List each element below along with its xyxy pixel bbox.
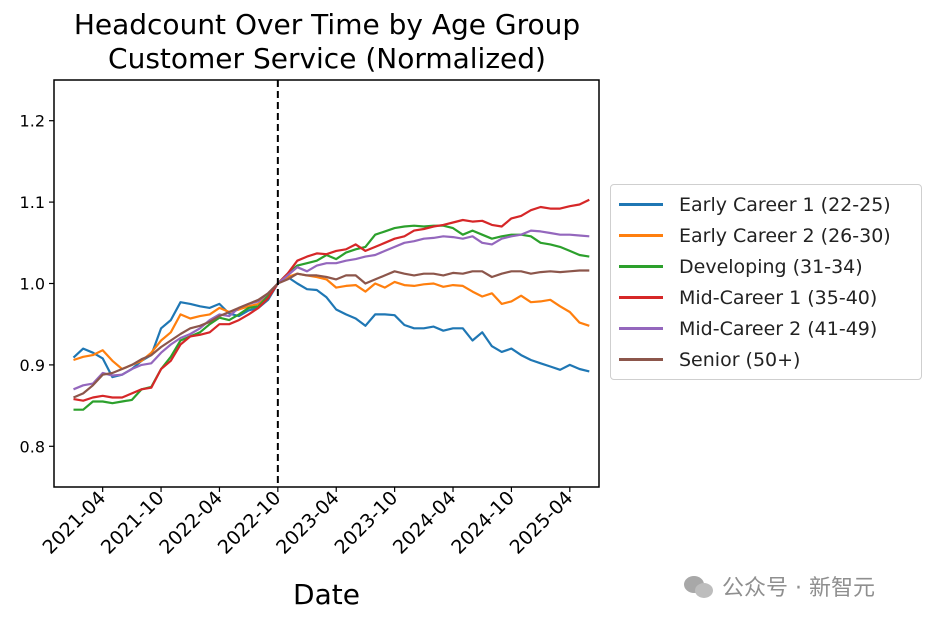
series-line-6 [73,269,590,399]
legend-label: Mid-Career 2 (41-49) [679,317,878,340]
legend-item: Mid-Career 1 (35-40) [619,282,877,313]
x-tick-label: 2024-10 [447,487,519,559]
wechat-icon [684,574,714,598]
legend-swatch [619,358,663,361]
x-axis-label: Date [293,578,360,611]
legend-swatch [619,265,663,268]
legend-label: Early Career 1 (22-25) [679,193,891,216]
series-line-4 [73,198,590,402]
legend-swatch [619,203,663,206]
legend-swatch [619,234,663,237]
watermark-text: 公众号 · 新智元 [722,576,875,601]
x-tick-label: 2025-04 [506,487,578,559]
legend-item: Early Career 1 (22-25) [619,189,891,220]
y-tick-label: 0.8 [20,437,45,456]
x-tick-label: 2024-04 [389,487,461,559]
legend-item: Early Career 2 (26-30) [619,220,891,251]
legend-label: Developing (31-34) [679,255,863,278]
series-line-1 [72,275,590,379]
watermark: 公众号 · 新智元 [684,570,875,602]
legend-item: Developing (31-34) [619,251,863,282]
chart-title-line2: Customer Service (Normalized) [108,42,546,75]
x-tick-label: 2021-10 [97,487,169,559]
x-tick-label: 2022-10 [214,487,286,559]
series-line-2 [73,272,590,371]
y-tick-label: 1.0 [20,275,45,294]
legend-item: Senior (50+) [619,344,800,375]
legend-swatch [619,296,663,299]
x-tick-label: 2022-04 [155,487,227,559]
legend-swatch [619,327,663,330]
legend-label: Early Career 2 (26-30) [679,224,891,247]
chart-title-line1: Headcount Over Time by Age Group [73,8,581,41]
x-tick-label: 2021-04 [39,487,111,559]
y-tick-label: 1.2 [20,112,45,131]
series-line-5 [73,229,590,391]
chart-legend: Early Career 1 (22-25) Early Career 2 (26… [610,184,922,380]
y-tick-label: 0.9 [20,356,45,375]
x-tick-label: 2023-04 [272,487,344,559]
legend-item: Mid-Career 2 (41-49) [619,313,877,344]
legend-label: Mid-Career 1 (35-40) [679,286,878,309]
x-tick-label: 2023-10 [330,487,402,559]
plot-frame [53,79,600,488]
legend-label: Senior (50+) [679,348,801,371]
y-tick-label: 1.1 [20,193,45,212]
